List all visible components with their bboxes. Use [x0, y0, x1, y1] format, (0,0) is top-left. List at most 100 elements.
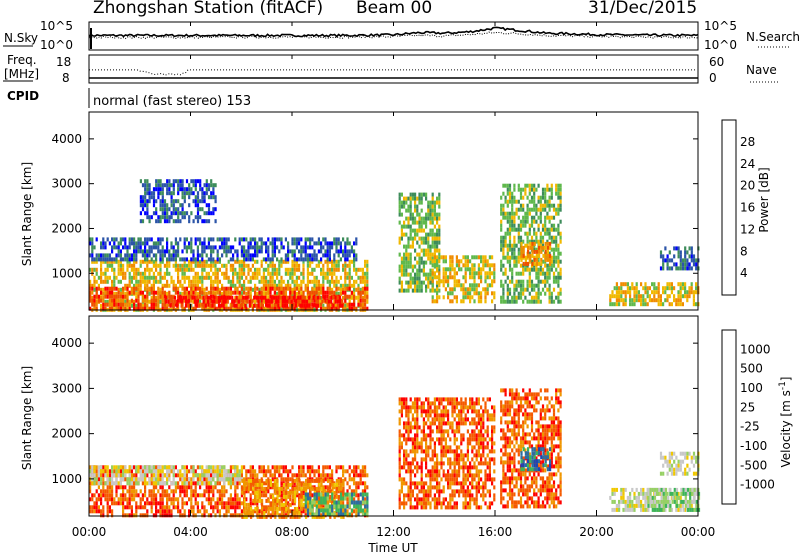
heatmap-cell	[522, 187, 525, 192]
heatmap-cell	[544, 271, 547, 276]
heatmap-cell	[192, 267, 195, 272]
heatmap-cell	[115, 257, 118, 262]
heatmap-cell	[500, 239, 503, 244]
heatmap-cell	[537, 275, 540, 280]
heatmap-cell	[174, 286, 177, 291]
heatmap-cell	[226, 295, 229, 300]
heatmap-cell	[196, 245, 199, 250]
heatmap-cell	[124, 302, 127, 307]
heatmap-cell	[544, 263, 547, 268]
heatmap-cell	[245, 286, 248, 291]
heatmap-cell	[681, 266, 685, 271]
heatmap-cell	[168, 249, 171, 254]
heatmap-cell	[210, 485, 213, 490]
heatmap-cell	[488, 275, 491, 280]
heatmap-cell	[232, 497, 235, 502]
heatmap-cell	[690, 258, 693, 263]
heatmap-cell	[196, 207, 200, 212]
heatmap-cell	[111, 263, 114, 268]
heatmap-cell	[256, 501, 259, 506]
heatmap-cell	[431, 252, 434, 257]
heatmap-cell	[225, 286, 228, 291]
heatmap-cell	[271, 473, 274, 478]
heatmap-cell	[283, 299, 287, 304]
heatmap-cell	[245, 237, 248, 242]
heatmap-cell	[124, 257, 127, 262]
heatmap-cell	[344, 259, 347, 264]
heatmap-cell	[216, 275, 219, 280]
heatmap-cell	[684, 290, 687, 295]
heatmap-cell	[190, 298, 193, 303]
heatmap-cell	[677, 282, 680, 287]
heatmap-cell	[190, 485, 193, 490]
heatmap-cell	[221, 263, 224, 268]
heatmap-cell	[659, 266, 663, 271]
heatmap-cell	[339, 465, 342, 470]
heatmap-cell	[531, 249, 534, 254]
heatmap-cell	[218, 287, 221, 292]
heatmap-cell	[152, 187, 156, 192]
heatmap-cell	[183, 501, 186, 506]
heatmap-cell	[546, 275, 549, 280]
heatmap-cell	[633, 290, 636, 295]
heatmap-cell	[631, 302, 634, 307]
heatmap-cell	[214, 195, 217, 200]
heatmap-cell	[411, 264, 414, 269]
heatmap-cell	[328, 257, 331, 262]
heatmap-cell	[201, 306, 204, 311]
heatmap-cell	[322, 286, 325, 291]
heatmap-cell	[335, 283, 338, 288]
heatmap-cell	[511, 247, 514, 252]
heatmap-cell	[447, 267, 450, 272]
heatmap-cell	[550, 267, 553, 272]
heatmap-cell	[300, 245, 303, 250]
heatmap-cell	[537, 267, 540, 272]
heatmap-cell	[236, 249, 239, 254]
heatmap-cell	[135, 298, 138, 303]
heatmap-cell	[177, 179, 180, 184]
heatmap-cell	[302, 497, 305, 502]
heatmap-cell	[438, 216, 441, 221]
heatmap-cell	[176, 299, 179, 304]
heatmap-cell	[130, 493, 133, 498]
heatmap-cell	[348, 267, 351, 272]
heatmap-cell	[104, 465, 107, 470]
heatmap-cell	[126, 291, 129, 296]
heatmap-cell	[95, 477, 98, 482]
heatmap-cell	[524, 255, 527, 260]
heatmap-cell	[260, 306, 263, 311]
heatmap-cell	[256, 249, 259, 254]
heatmap-cell	[359, 481, 362, 486]
heatmap-cell	[146, 290, 149, 295]
heatmap-cell	[144, 513, 147, 518]
heatmap-cell	[172, 279, 175, 284]
heatmap-cell	[548, 235, 551, 240]
heatmap-cell	[515, 255, 518, 260]
heatmap-cell	[418, 212, 421, 217]
heatmap-cell	[311, 245, 314, 250]
heatmap-cell	[179, 477, 182, 482]
heatmap-cell	[183, 279, 186, 284]
heatmap-cell	[192, 505, 195, 510]
heatmap-cell	[102, 481, 105, 486]
heatmap-cell	[309, 473, 312, 478]
heatmap-cell	[159, 294, 162, 299]
heatmap-cell	[550, 295, 553, 300]
heatmap-cell	[172, 257, 175, 262]
heatmap-cell	[262, 271, 265, 276]
heatmap-cell	[183, 241, 186, 246]
heatmap-cell	[653, 282, 656, 287]
heatmap-cell	[146, 215, 149, 220]
heatmap-cell	[100, 287, 103, 292]
heatmap-cell	[309, 263, 312, 268]
heatmap-cell	[544, 219, 547, 224]
heatmap-cell	[229, 469, 232, 474]
heatmap-cell	[185, 275, 188, 280]
heatmap-cell	[541, 227, 545, 232]
heatmap-cell	[179, 298, 182, 303]
heatmap-cell	[227, 259, 230, 264]
heatmap-cell	[280, 477, 283, 482]
heatmap-cell	[513, 291, 516, 296]
heatmap-cell	[225, 267, 228, 272]
heatmap-cell	[530, 259, 534, 264]
